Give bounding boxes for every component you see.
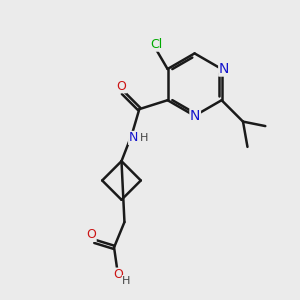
Text: O: O [116, 80, 126, 93]
Text: N: N [190, 109, 200, 123]
Text: O: O [86, 228, 96, 242]
Text: Cl: Cl [150, 38, 162, 51]
Text: H: H [140, 133, 148, 143]
Text: O: O [114, 268, 124, 281]
Text: H: H [122, 276, 131, 286]
Text: N: N [219, 62, 229, 76]
Text: N: N [129, 131, 138, 145]
